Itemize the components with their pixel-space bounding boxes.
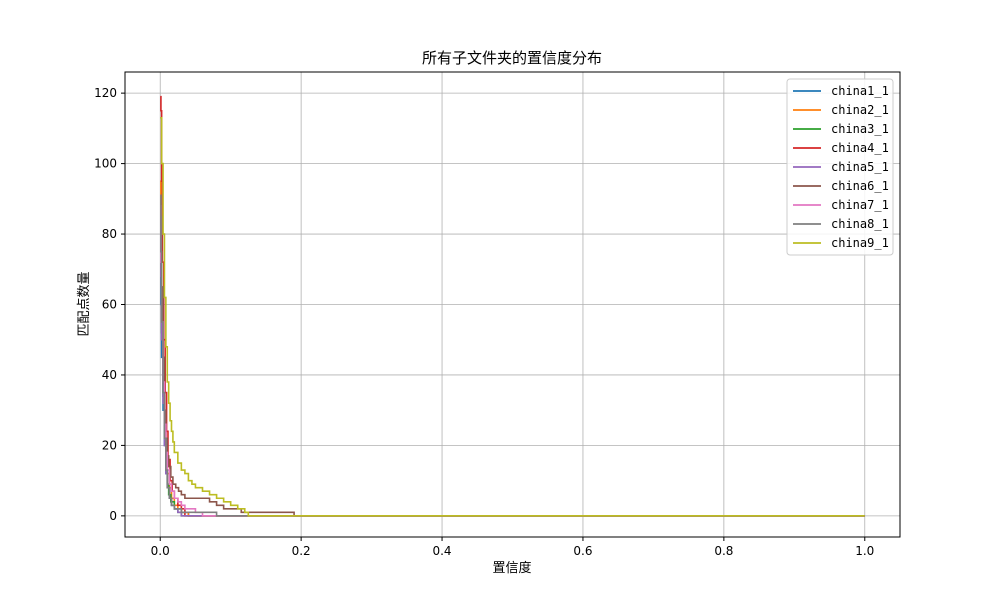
legend-box: [786, 78, 894, 256]
legend-label-china1_1: china1_1: [831, 84, 889, 98]
x-axis-label: 置信度: [492, 560, 531, 576]
y-tick-label: 100: [94, 157, 117, 171]
legend: china1_1 china2_1 china3_1 china4_1 china5_1…: [786, 78, 894, 256]
series-line-china8_1: [160, 194, 865, 517]
x-axis-ticks: 0.0 0.2 0.4 0.6 0.8 1.0: [151, 537, 874, 558]
y-tick-label: 120: [94, 86, 117, 100]
x-tick-label: 1.0: [855, 544, 874, 558]
y-tick-label: 0: [109, 509, 117, 523]
x-tick-label: 0.6: [573, 544, 592, 558]
series-lines: [160, 95, 865, 517]
y-tick-label: 40: [102, 368, 117, 382]
y-axis-label: 匹配点数量: [77, 271, 92, 336]
legend-label-china7_1: china7_1: [831, 198, 889, 212]
legend-label-china5_1: china5_1: [831, 160, 889, 174]
y-tick-label: 80: [102, 227, 117, 241]
x-tick-label: 0.2: [292, 544, 311, 558]
y-tick-label: 60: [102, 298, 117, 312]
series-line-china9_1: [160, 117, 865, 517]
x-tick-label: 0.8: [714, 544, 733, 558]
y-axis-ticks: 0 20 40 60 80 100 120: [94, 86, 125, 523]
legend-label-china6_1: china6_1: [831, 179, 889, 193]
x-tick-label: 0.4: [432, 544, 451, 558]
legend-label-china4_1: china4_1: [831, 141, 889, 155]
x-tick-label: 0.0: [151, 544, 170, 558]
y-tick-label: 20: [102, 438, 117, 452]
legend-label-china9_1: china9_1: [831, 236, 889, 250]
chart-title: 所有子文件夹的置信度分布: [422, 49, 602, 67]
legend-label-china8_1: china8_1: [831, 217, 889, 231]
legend-label-china2_1: china2_1: [831, 103, 889, 117]
legend-label-china3_1: china3_1: [831, 122, 889, 136]
